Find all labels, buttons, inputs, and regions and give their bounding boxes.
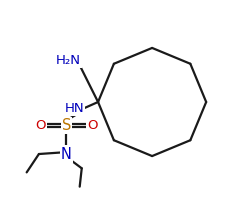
Text: O: O bbox=[87, 119, 98, 132]
Text: O: O bbox=[35, 119, 46, 132]
Text: S: S bbox=[62, 118, 71, 133]
Text: H₂N: H₂N bbox=[56, 54, 81, 67]
Text: HN: HN bbox=[65, 102, 84, 115]
Text: N: N bbox=[61, 146, 72, 162]
